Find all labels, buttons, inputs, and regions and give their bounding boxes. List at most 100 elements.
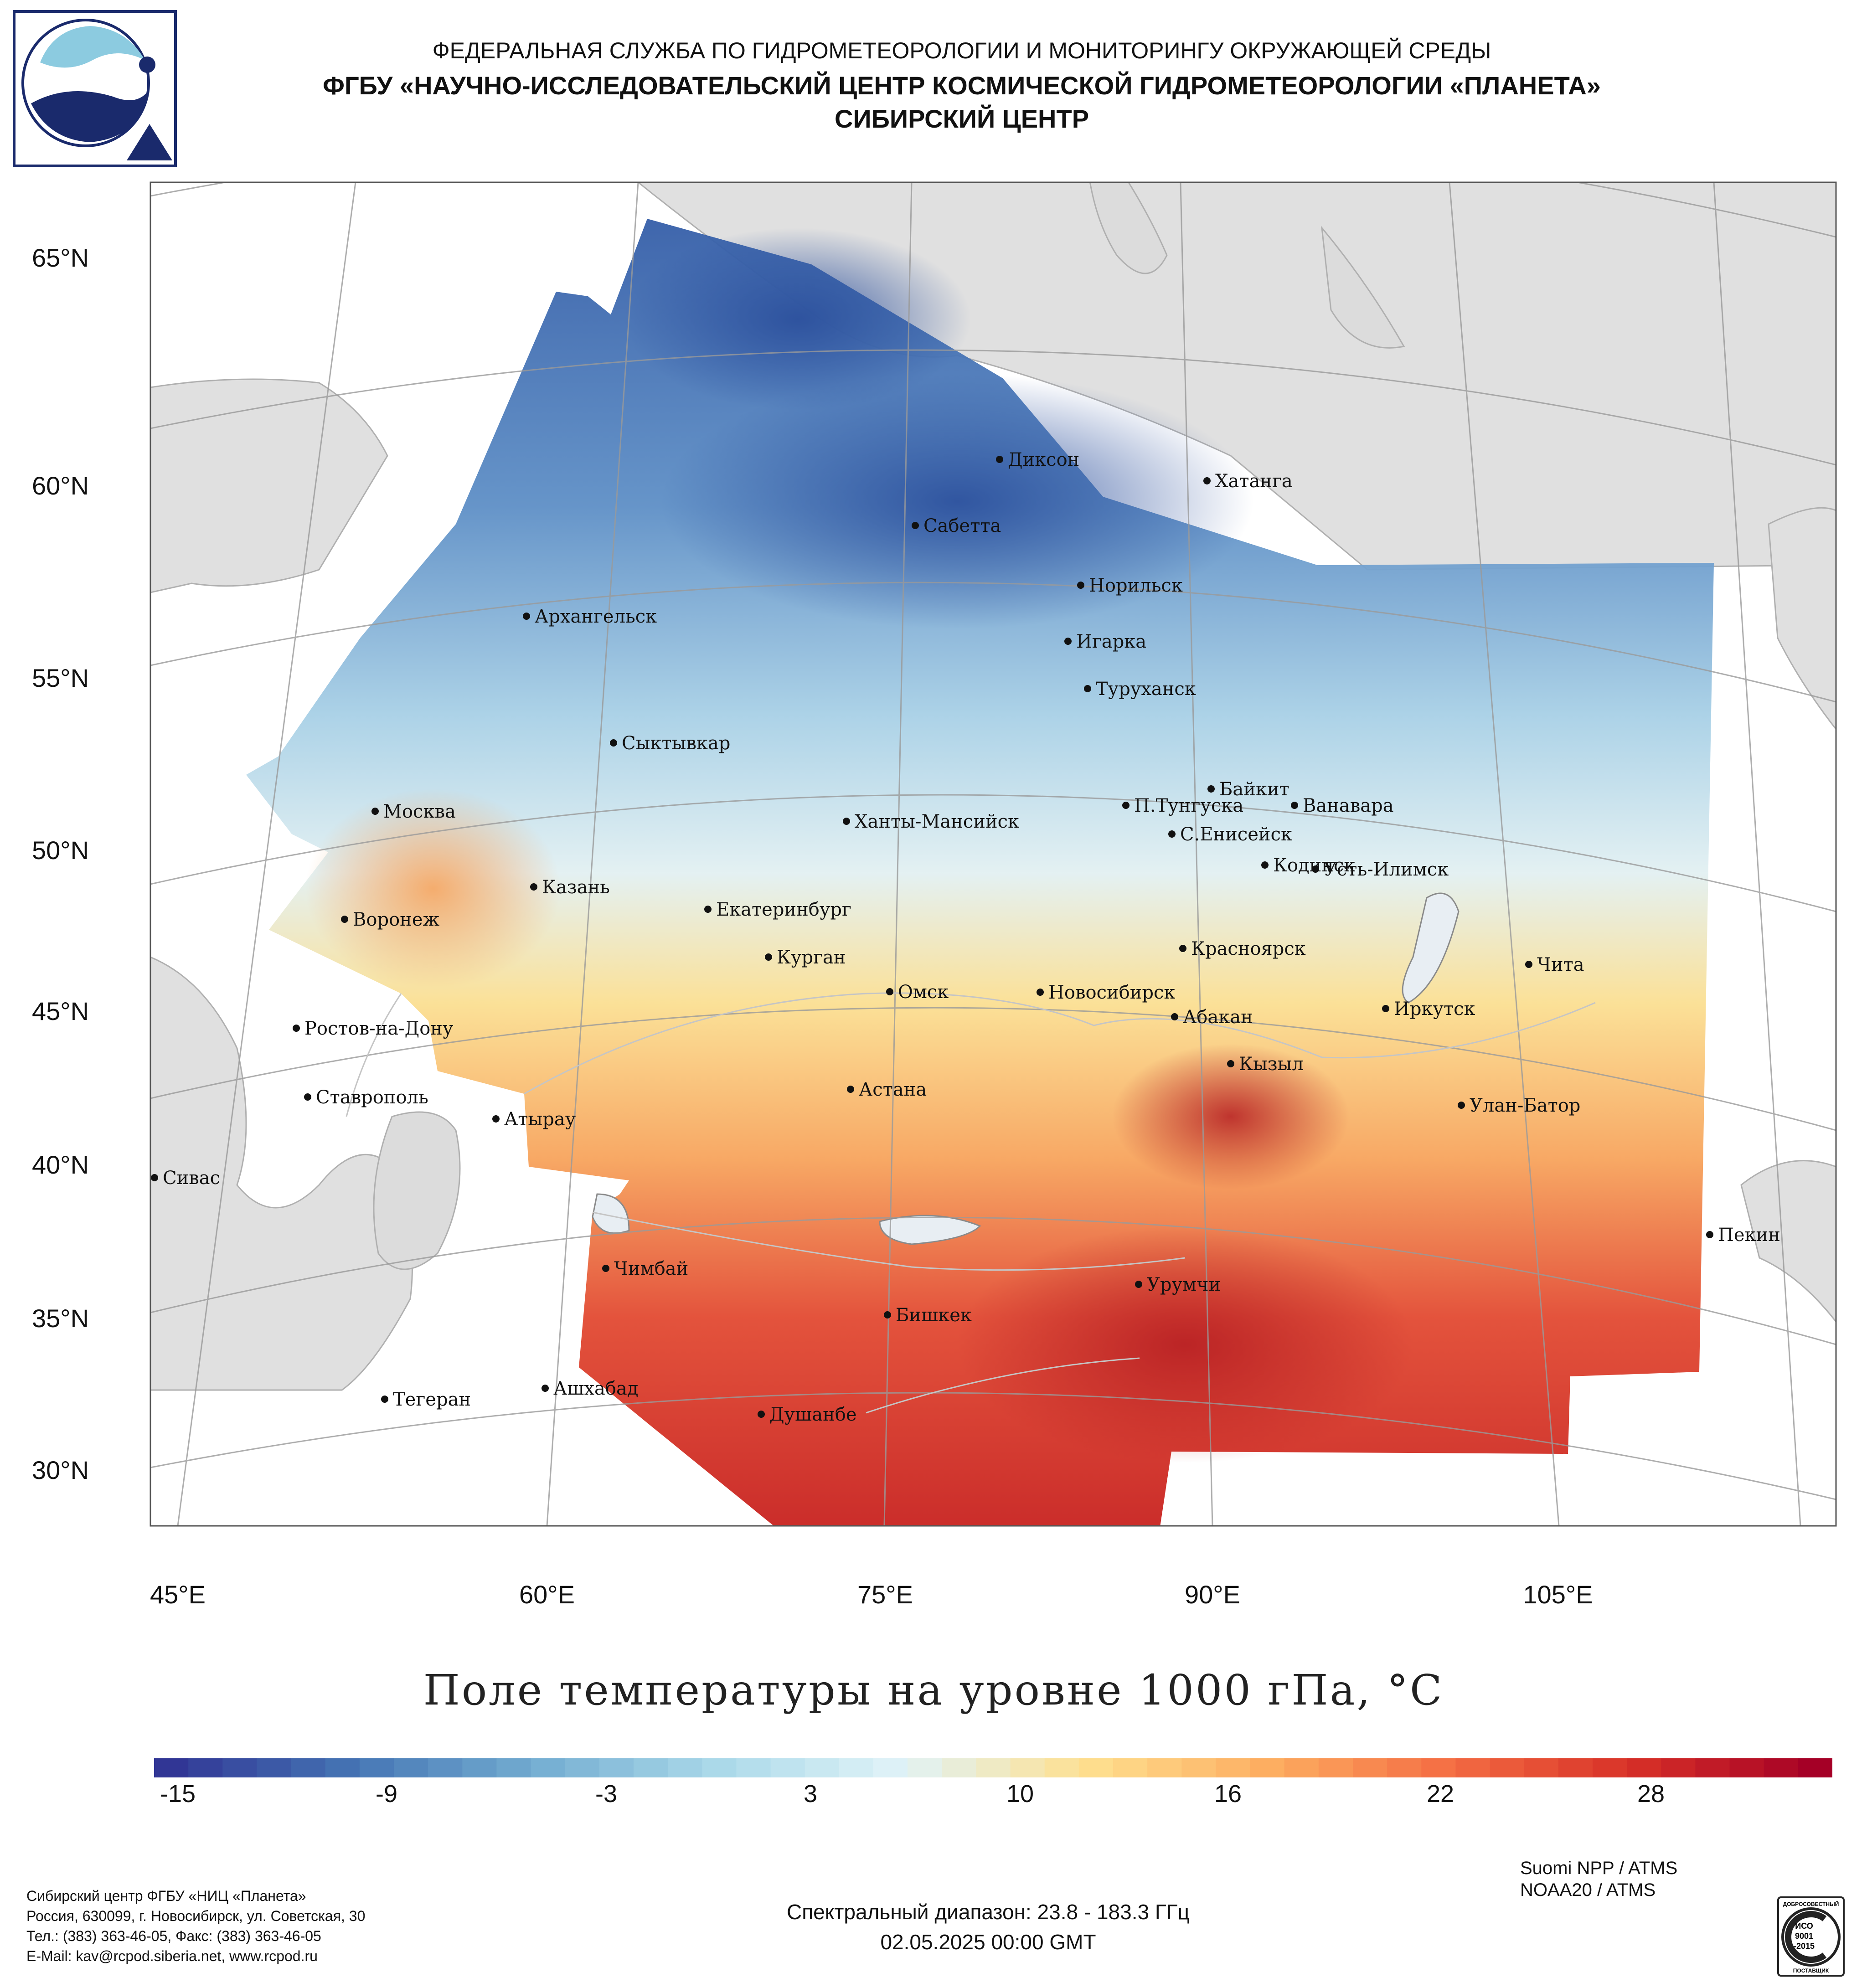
- lon-label: 75°E: [857, 1580, 913, 1609]
- city-dot: [1037, 989, 1044, 996]
- header-subcenter: СИБИРСКИЙ ЦЕНТР: [834, 104, 1089, 133]
- colorbar-cell: [531, 1758, 566, 1777]
- city-marker: Ванавара: [1291, 795, 1394, 816]
- colorbar-cell: [770, 1758, 805, 1777]
- city-label: Сивас: [163, 1168, 220, 1189]
- latitude-labels: 65°N 60°N 55°N 50°N 45°N 40°N 35°N 30°N: [32, 243, 89, 1484]
- colorbar-tick: -3: [595, 1780, 618, 1808]
- city-marker: Архангельск: [523, 606, 657, 627]
- colorbar-cell: [908, 1758, 942, 1777]
- city-marker: Диксон: [996, 449, 1079, 470]
- colorbar: [154, 1758, 1832, 1777]
- city-marker: Новосибирск: [1037, 982, 1175, 1003]
- city-label: Сабетта: [923, 515, 1001, 536]
- colorbar-cell: [1421, 1758, 1456, 1777]
- city-marker: Туруханск: [1084, 679, 1196, 700]
- satellite-instrument: NOAA20 / ATMS: [1520, 1880, 1656, 1900]
- country-borders: [346, 992, 1596, 1414]
- colorbar-cell: [462, 1758, 497, 1777]
- city-label: Красноярск: [1191, 938, 1306, 959]
- city-marker: Воронеж: [341, 909, 439, 930]
- colorbar-cell: [1284, 1758, 1319, 1777]
- city-label: П.Тунгуска: [1134, 795, 1243, 816]
- city-marker: Чимбай: [602, 1258, 688, 1279]
- city-dot: [1525, 961, 1532, 968]
- colorbar-cell: [1216, 1758, 1251, 1777]
- header-center-title: ФГБУ «НАУЧНО-ИССЛЕДОВАТЕЛЬСКИЙ ЦЕНТР КОС…: [323, 71, 1601, 100]
- satellite-list: Suomi NPP / ATMS NOAA20 / ATMS: [1520, 1857, 1677, 1901]
- city-marker: Усть-Илимск: [1312, 859, 1449, 880]
- city-marker: Екатеринбург: [704, 899, 851, 920]
- city-marker: Сабетта: [912, 515, 1001, 536]
- city-label: Игарка: [1076, 631, 1146, 652]
- temperature-map: Диксон Хатанга Сабетта Норильск Архангельск И…: [32, 181, 1837, 1609]
- lat-label: 35°N: [32, 1304, 89, 1333]
- spectral-range: Спектральный диапазон: 23.8 - 183.3 ГГц: [786, 1900, 1190, 1924]
- city-dot: [1706, 1231, 1713, 1238]
- city-label: Воронеж: [353, 909, 439, 930]
- graticule: [150, 182, 1836, 1526]
- lakes: [592, 892, 1460, 1245]
- header-agency: ФЕДЕРАЛЬНАЯ СЛУЖБА ПО ГИДРОМЕТЕОРОЛОГИИ …: [432, 38, 1491, 63]
- city-label: Ванавара: [1303, 795, 1394, 816]
- city-dot: [1312, 865, 1319, 873]
- colorbar-cell: [736, 1758, 771, 1777]
- colorbar-cell: [1353, 1758, 1387, 1777]
- city-label: Екатеринбург: [716, 899, 851, 920]
- city-marker: С.Енисейск: [1168, 824, 1292, 845]
- contact-line: Тел.: (383) 363-46-05, Факс: (383) 363-4…: [26, 1928, 321, 1944]
- city-label: Диксон: [1008, 449, 1079, 470]
- colorbar-cell: [325, 1758, 360, 1777]
- city-dot: [1291, 802, 1298, 809]
- city-marker: Байкит: [1207, 779, 1289, 800]
- city-label: Сыктывкар: [622, 733, 730, 754]
- city-dot: [765, 953, 772, 961]
- city-label: Омск: [898, 982, 949, 1003]
- colorbar-cell: [1593, 1758, 1627, 1777]
- colorbar-cell: [1798, 1758, 1832, 1777]
- city-marker: Красноярск: [1179, 938, 1306, 959]
- lat-label: 50°N: [32, 836, 89, 865]
- lon-label: 60°E: [519, 1580, 575, 1609]
- city-dot: [1084, 685, 1091, 692]
- city-marker: Хатанга: [1203, 471, 1293, 492]
- city-label: Кызыл: [1239, 1054, 1304, 1075]
- colorbar-cell: [1490, 1758, 1525, 1777]
- city-dot: [293, 1025, 300, 1032]
- colorbar-tick: 28: [1637, 1780, 1665, 1808]
- city-marker: Бишкек: [884, 1305, 972, 1326]
- planeta-logo-icon: [13, 10, 177, 167]
- city-markers: Диксон Хатанга Сабетта Норильск Архангельск И…: [151, 449, 1780, 1425]
- colorbar-cell: [1078, 1758, 1114, 1777]
- city-marker: Норильск: [1077, 575, 1183, 596]
- city-dot: [1207, 785, 1215, 793]
- iso-badge-line: -2015: [1794, 1942, 1815, 1951]
- city-label: Тегеран: [393, 1389, 471, 1410]
- city-dot: [371, 808, 379, 815]
- city-dot: [1168, 830, 1176, 838]
- city-dot: [884, 1311, 891, 1318]
- colorbar-cell: [702, 1758, 737, 1777]
- city-dot: [758, 1411, 765, 1418]
- city-label: Казань: [542, 877, 610, 898]
- city-label: Пекин: [1718, 1225, 1780, 1246]
- map-frame: [150, 181, 1837, 1527]
- city-dot: [304, 1093, 311, 1101]
- city-marker: Ставрополь: [304, 1087, 428, 1108]
- colorbar-tick: 22: [1426, 1780, 1454, 1808]
- longitude-labels: 45°E 60°E 75°E 90°E 105°E: [150, 1580, 1593, 1609]
- colorbar-cell: [428, 1758, 463, 1777]
- colorbar-tick: 3: [803, 1780, 818, 1808]
- lon-label: 45°E: [150, 1580, 206, 1609]
- city-dot: [381, 1396, 388, 1403]
- colorbar-cell: [1661, 1758, 1696, 1777]
- city-dot: [1171, 1013, 1178, 1020]
- lon-label: 90°E: [1185, 1580, 1240, 1609]
- city-marker: Абакан: [1171, 1007, 1253, 1028]
- colorbar-cell: [1113, 1758, 1148, 1777]
- colorbar-cell: [805, 1758, 840, 1777]
- satellite-instrument: Suomi NPP / ATMS: [1520, 1858, 1678, 1878]
- city-label: Урумчи: [1147, 1274, 1221, 1295]
- colorbar-cell: [1147, 1758, 1182, 1777]
- colorbar-cell: [1318, 1758, 1353, 1777]
